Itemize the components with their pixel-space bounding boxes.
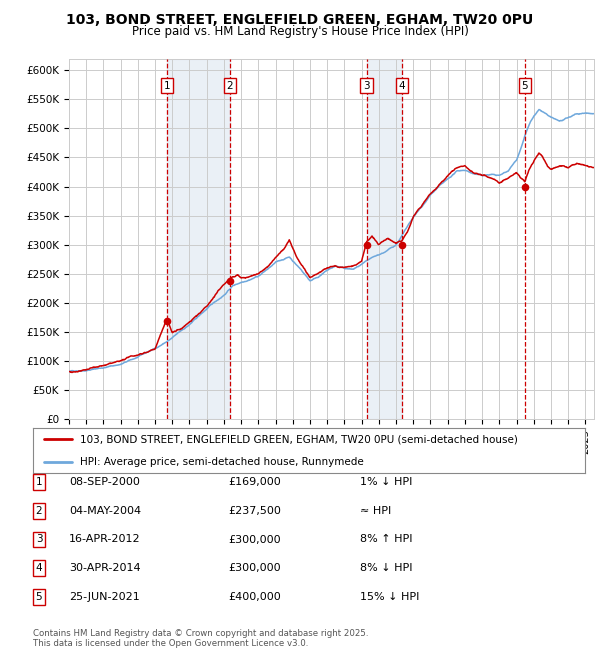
Text: 30-APR-2014: 30-APR-2014 (69, 563, 140, 573)
Text: 103, BOND STREET, ENGLEFIELD GREEN, EGHAM, TW20 0PU (semi-detached house): 103, BOND STREET, ENGLEFIELD GREEN, EGHA… (80, 434, 518, 444)
Text: 5: 5 (35, 592, 43, 602)
Text: 08-SEP-2000: 08-SEP-2000 (69, 477, 140, 488)
Bar (167, 58, 230, 419)
Text: 1: 1 (35, 477, 43, 488)
Text: 103, BOND STREET, ENGLEFIELD GREEN, EGHAM, TW20 0PU: 103, BOND STREET, ENGLEFIELD GREEN, EGHA… (67, 13, 533, 27)
Text: HPI: Average price, semi-detached house, Runnymede: HPI: Average price, semi-detached house,… (80, 457, 364, 467)
Text: £300,000: £300,000 (228, 534, 281, 545)
Text: ≈ HPI: ≈ HPI (360, 506, 391, 516)
Text: 25-JUN-2021: 25-JUN-2021 (69, 592, 140, 602)
Text: 16-APR-2012: 16-APR-2012 (69, 534, 140, 545)
Text: 1% ↓ HPI: 1% ↓ HPI (360, 477, 412, 488)
Text: Price paid vs. HM Land Registry's House Price Index (HPI): Price paid vs. HM Land Registry's House … (131, 25, 469, 38)
Text: £237,500: £237,500 (228, 506, 281, 516)
Text: 4: 4 (398, 81, 405, 90)
Text: 5: 5 (521, 81, 528, 90)
Bar (367, 58, 402, 419)
Text: 3: 3 (364, 81, 370, 90)
Text: 4: 4 (35, 563, 43, 573)
Text: 04-MAY-2004: 04-MAY-2004 (69, 506, 141, 516)
Text: 1: 1 (164, 81, 170, 90)
Text: Contains HM Land Registry data © Crown copyright and database right 2025.
This d: Contains HM Land Registry data © Crown c… (33, 629, 368, 648)
Text: 15% ↓ HPI: 15% ↓ HPI (360, 592, 419, 602)
Text: 3: 3 (35, 534, 43, 545)
Text: £300,000: £300,000 (228, 563, 281, 573)
Text: £400,000: £400,000 (228, 592, 281, 602)
Text: 8% ↑ HPI: 8% ↑ HPI (360, 534, 413, 545)
Text: £169,000: £169,000 (228, 477, 281, 488)
Text: 2: 2 (35, 506, 43, 516)
Text: 8% ↓ HPI: 8% ↓ HPI (360, 563, 413, 573)
Text: 2: 2 (226, 81, 233, 90)
